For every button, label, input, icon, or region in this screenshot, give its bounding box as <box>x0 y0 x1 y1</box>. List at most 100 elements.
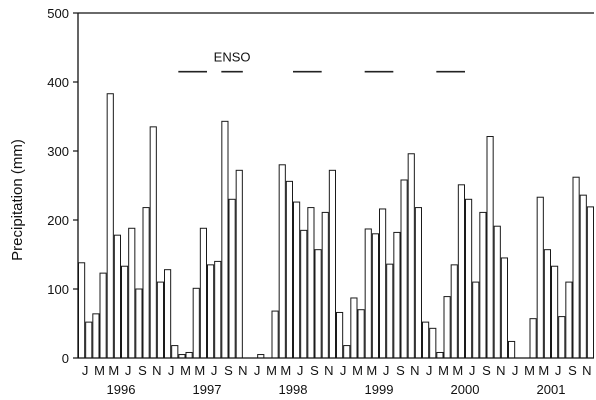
x-tick-label: J <box>168 363 175 378</box>
bar <box>171 345 179 359</box>
x-tick-label: S <box>138 363 147 378</box>
bar <box>350 297 358 359</box>
bar <box>142 207 150 359</box>
x-tick-label: M <box>280 363 291 378</box>
bar <box>149 126 157 359</box>
bar <box>436 351 444 359</box>
y-tick-label: 300 <box>47 144 69 159</box>
x-tick-label: J <box>383 363 390 378</box>
x-tick-label: M <box>366 363 377 378</box>
bar <box>328 169 336 359</box>
bar <box>379 208 387 359</box>
bar <box>221 120 229 359</box>
bar <box>78 262 86 359</box>
bar <box>185 351 193 359</box>
bars <box>78 93 595 359</box>
bar <box>422 321 430 359</box>
x-tick-label: J <box>211 363 218 378</box>
bar <box>314 249 322 359</box>
x-tick-label: M <box>352 363 363 378</box>
bar <box>156 281 165 359</box>
bar <box>128 227 136 359</box>
x-tick-label: J <box>512 363 519 378</box>
x-tick-label: S <box>224 363 233 378</box>
y-tick-label: 100 <box>47 282 69 297</box>
bar <box>214 260 222 359</box>
bar <box>293 201 301 359</box>
year-label: 2001 <box>537 382 566 397</box>
x-tick-label: N <box>152 363 161 378</box>
enso-label: ENSO <box>214 50 251 65</box>
y-tick-label: 400 <box>47 75 69 90</box>
bar <box>135 288 143 359</box>
bar <box>472 281 480 359</box>
x-tick-label: M <box>194 363 205 378</box>
x-tick-label: M <box>94 363 105 378</box>
bar <box>307 207 315 359</box>
x-tick-label: M <box>538 363 549 378</box>
year-label: 1999 <box>365 382 394 397</box>
bar <box>529 318 537 359</box>
x-tick-label: J <box>82 363 89 378</box>
bar <box>343 345 351 359</box>
x-tick-label: J <box>555 363 562 378</box>
x-tick-label: J <box>340 363 347 378</box>
x-tick-label: J <box>297 363 304 378</box>
bar <box>106 93 114 359</box>
bar <box>336 311 344 359</box>
bar <box>457 184 465 359</box>
bar <box>400 179 408 359</box>
bar <box>429 327 437 359</box>
x-tick-label: N <box>582 363 591 378</box>
x-tick-label: J <box>125 363 132 378</box>
bar <box>572 176 580 359</box>
bar <box>228 198 236 359</box>
x-tick-label: M <box>180 363 191 378</box>
bar <box>543 249 552 359</box>
bar <box>508 340 516 359</box>
bar <box>199 227 208 359</box>
bar <box>450 264 458 359</box>
bar <box>565 281 573 359</box>
bar <box>164 269 172 359</box>
plot-frame <box>77 12 594 359</box>
y-axis-title: Precipitation (mm) <box>9 139 26 261</box>
bar <box>285 180 293 359</box>
bar <box>579 194 587 359</box>
bar <box>486 136 494 359</box>
y-tick-label: 200 <box>47 213 69 228</box>
bar <box>551 265 559 359</box>
bar <box>479 211 487 359</box>
bar <box>121 265 129 359</box>
x-tick-label: M <box>524 363 535 378</box>
bar <box>364 228 372 359</box>
bar <box>235 169 243 359</box>
bar <box>493 225 501 359</box>
enso-annotation: ENSO <box>178 50 465 73</box>
x-tick-label: N <box>238 363 247 378</box>
x-tick-label: N <box>324 363 333 378</box>
x-tick-label: M <box>266 363 277 378</box>
bar <box>414 207 422 359</box>
y-axis: 0 100 200 300 400 500 <box>47 6 78 366</box>
x-tick-label: N <box>496 363 505 378</box>
x-tick-label: J <box>254 363 261 378</box>
bar <box>465 198 473 359</box>
x-tick-label: S <box>396 363 405 378</box>
x-tick-label: M <box>108 363 119 378</box>
bar <box>92 313 100 359</box>
bar <box>586 206 595 359</box>
x-tick-label: J <box>469 363 476 378</box>
bar <box>371 233 379 359</box>
year-label: 2000 <box>451 382 480 397</box>
bar <box>278 164 286 359</box>
bar <box>357 309 365 359</box>
y-tick-label: 500 <box>47 6 69 21</box>
bar <box>207 264 215 359</box>
x-tick-label: M <box>452 363 463 378</box>
year-label: 1997 <box>193 382 222 397</box>
bar <box>558 316 566 359</box>
x-tick-label: S <box>310 363 319 378</box>
year-label: 1998 <box>279 382 308 397</box>
